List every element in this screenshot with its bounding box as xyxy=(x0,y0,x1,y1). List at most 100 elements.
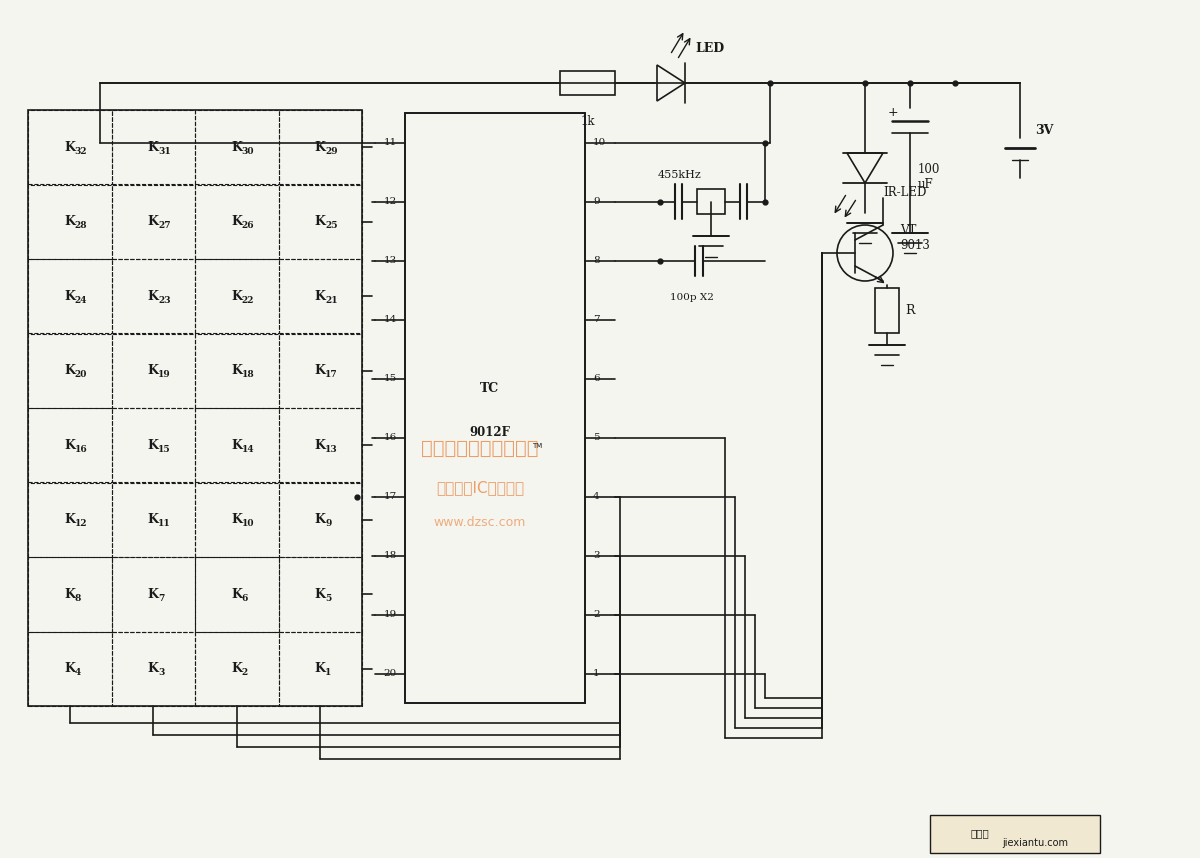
Text: K: K xyxy=(65,662,76,675)
Text: K: K xyxy=(65,215,76,228)
Bar xyxy=(112,631,194,706)
Text: 1: 1 xyxy=(593,669,600,678)
Text: 10: 10 xyxy=(593,138,606,147)
Bar xyxy=(194,259,278,334)
Text: 6: 6 xyxy=(593,374,600,383)
Text: 13: 13 xyxy=(384,256,397,265)
Text: 10: 10 xyxy=(241,519,254,529)
Text: 17: 17 xyxy=(325,371,338,379)
Bar xyxy=(194,184,278,259)
Bar xyxy=(278,259,362,334)
Text: +: + xyxy=(887,106,898,119)
Text: 455kHz: 455kHz xyxy=(658,170,702,179)
Text: K: K xyxy=(314,290,325,303)
Text: K: K xyxy=(65,438,76,452)
Text: K: K xyxy=(314,365,325,378)
Text: 30: 30 xyxy=(241,147,254,156)
Text: K: K xyxy=(314,438,325,452)
Bar xyxy=(194,482,278,557)
Text: K: K xyxy=(65,588,76,601)
Text: K: K xyxy=(314,513,325,526)
Text: 16: 16 xyxy=(74,444,88,454)
Text: 16: 16 xyxy=(384,433,397,442)
Bar xyxy=(112,110,194,184)
Bar xyxy=(28,110,112,184)
Text: 22: 22 xyxy=(241,296,254,305)
Text: 9: 9 xyxy=(325,519,331,529)
Text: TM: TM xyxy=(532,443,542,449)
Text: 32: 32 xyxy=(74,147,88,156)
Bar xyxy=(28,259,112,334)
Text: 14: 14 xyxy=(241,444,254,454)
Text: K: K xyxy=(232,438,242,452)
Bar xyxy=(194,408,278,482)
Text: 12: 12 xyxy=(74,519,88,529)
Text: IR-LED: IR-LED xyxy=(883,186,926,200)
Text: VT
9013: VT 9013 xyxy=(900,224,930,252)
Text: K: K xyxy=(232,365,242,378)
Bar xyxy=(278,631,362,706)
Bar xyxy=(278,110,362,184)
Text: 100
uF: 100 uF xyxy=(918,163,941,191)
Text: 3V: 3V xyxy=(1034,124,1054,137)
Text: 27: 27 xyxy=(158,221,170,230)
Text: 3: 3 xyxy=(158,668,164,677)
Text: 15: 15 xyxy=(384,374,397,383)
Text: 15: 15 xyxy=(158,444,170,454)
Text: 6: 6 xyxy=(241,594,248,603)
Text: 4: 4 xyxy=(74,668,82,677)
Bar xyxy=(194,557,278,631)
Text: 1k: 1k xyxy=(581,115,595,128)
Text: 19: 19 xyxy=(384,610,397,619)
Text: 3: 3 xyxy=(593,551,600,560)
Text: 20: 20 xyxy=(74,371,88,379)
Bar xyxy=(278,482,362,557)
Text: 18: 18 xyxy=(384,551,397,560)
Text: 29: 29 xyxy=(325,147,338,156)
Text: 2: 2 xyxy=(241,668,248,677)
Text: K: K xyxy=(148,662,158,675)
Text: K: K xyxy=(148,588,158,601)
Text: 11: 11 xyxy=(158,519,172,529)
Text: 插线图: 插线图 xyxy=(971,828,989,838)
Text: K: K xyxy=(314,141,325,154)
Bar xyxy=(194,110,278,184)
Bar xyxy=(406,113,586,703)
Bar xyxy=(28,110,362,706)
Text: 13: 13 xyxy=(325,444,338,454)
Text: 杭州达维库电子市场网: 杭州达维库电子市场网 xyxy=(421,438,539,457)
Text: 1: 1 xyxy=(325,668,331,677)
Text: 21: 21 xyxy=(325,296,338,305)
Bar xyxy=(560,71,616,95)
Bar xyxy=(112,408,194,482)
Text: K: K xyxy=(232,290,242,303)
Text: 全球最大IC采购网站: 全球最大IC采购网站 xyxy=(436,480,524,496)
Text: K: K xyxy=(65,141,76,154)
Text: 25: 25 xyxy=(325,221,337,230)
Text: K: K xyxy=(314,662,325,675)
Text: K: K xyxy=(232,588,242,601)
Text: K: K xyxy=(148,513,158,526)
Text: K: K xyxy=(148,438,158,452)
Text: 14: 14 xyxy=(384,315,397,324)
Text: R: R xyxy=(905,304,914,317)
Text: 11: 11 xyxy=(384,138,397,147)
Text: 28: 28 xyxy=(74,221,88,230)
Bar xyxy=(112,259,194,334)
Text: 9: 9 xyxy=(593,197,600,206)
Bar xyxy=(112,482,194,557)
Text: K: K xyxy=(148,215,158,228)
Bar xyxy=(278,334,362,408)
Bar xyxy=(28,184,112,259)
Text: K: K xyxy=(65,513,76,526)
Bar xyxy=(930,815,1100,853)
Text: LED: LED xyxy=(695,41,724,55)
Text: 19: 19 xyxy=(158,371,172,379)
Text: K: K xyxy=(232,215,242,228)
Text: K: K xyxy=(65,365,76,378)
Bar xyxy=(28,631,112,706)
Text: K: K xyxy=(148,365,158,378)
Text: 31: 31 xyxy=(158,147,172,156)
Text: K: K xyxy=(148,141,158,154)
Text: 20: 20 xyxy=(384,669,397,678)
